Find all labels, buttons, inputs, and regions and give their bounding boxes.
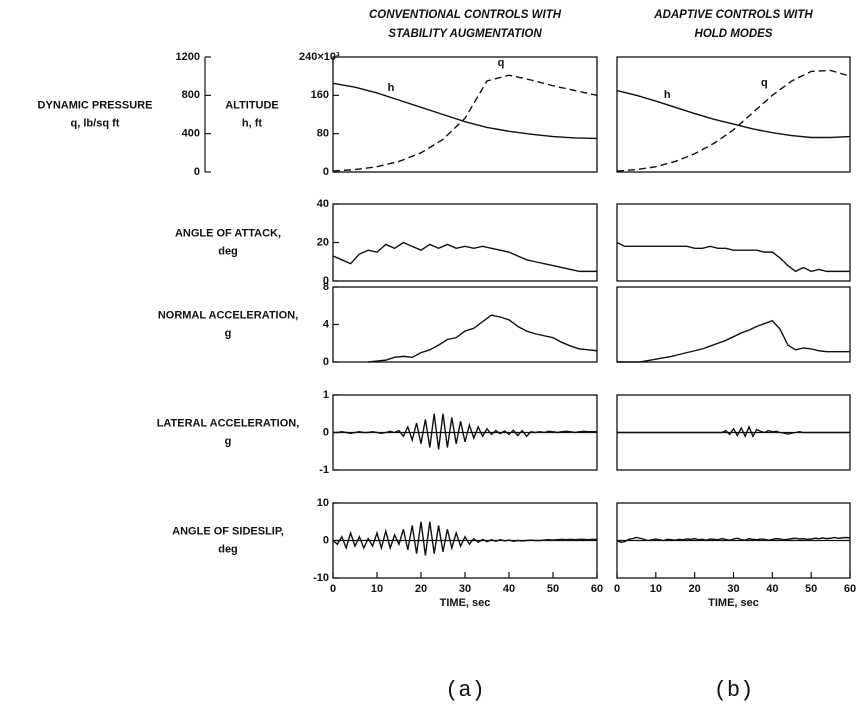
panel-frame — [616, 56, 851, 173]
panel-frame — [616, 203, 851, 282]
column-title: HOLD MODES — [695, 28, 773, 40]
y-axis-label: h, ft — [242, 117, 262, 129]
series-line — [332, 74, 598, 172]
panel-frame — [332, 56, 598, 173]
panel-frame — [332, 286, 598, 363]
y-axis-label: LATERAL ACCELERATION, — [157, 417, 300, 429]
x-axis-label: TIME, sec — [708, 597, 759, 609]
y-tick-label: -10 — [313, 572, 329, 584]
x-tick-label: 60 — [844, 583, 856, 595]
y-tick-label: 4 — [323, 318, 330, 330]
y-tick-label: 0 — [323, 275, 329, 287]
y-axis-label: deg — [218, 543, 238, 555]
y-tick-label: 240×10³ — [299, 51, 340, 63]
y-tick-label: -1 — [319, 464, 329, 476]
x-tick-label: 40 — [503, 583, 515, 595]
y-tick-label: 0 — [323, 426, 329, 438]
series-line — [332, 241, 597, 273]
y-axis-label: ALTITUDE — [225, 99, 279, 111]
series-line — [616, 69, 851, 172]
series-label: q — [761, 77, 768, 89]
x-tick-label: 30 — [459, 583, 471, 595]
y2-tick-label: 0 — [194, 166, 200, 178]
y-tick-label: 80 — [317, 128, 329, 140]
y-tick-label: 20 — [317, 236, 329, 248]
x-tick-label: 10 — [371, 583, 383, 595]
y-axis-label: g — [225, 327, 232, 339]
y-axis-label: g — [225, 435, 232, 447]
x-axis-label: TIME, sec — [440, 597, 491, 609]
series-line — [616, 89, 851, 139]
panel-caption: (a) — [445, 678, 485, 703]
series-line — [617, 425, 850, 438]
x-tick-label: 50 — [547, 583, 559, 595]
column-title: STABILITY AUGMENTATION — [388, 28, 542, 40]
y-tick-label: 10 — [317, 497, 329, 509]
series-line — [616, 536, 851, 544]
y-axis-label: ANGLE OF ATTACK, — [175, 227, 281, 239]
y2-tick-label: 800 — [182, 89, 200, 101]
column-title: CONVENTIONAL CONTROLS WITH — [369, 9, 562, 21]
series-label: q — [498, 57, 505, 69]
y-tick-label: 0 — [323, 534, 329, 546]
x-tick-label: 10 — [650, 583, 662, 595]
x-tick-label: 40 — [766, 583, 778, 595]
x-tick-label: 20 — [689, 583, 701, 595]
y-tick-label: 160 — [311, 89, 329, 101]
y2-axis-label: q, lb/sq ft — [71, 117, 120, 129]
x-tick-label: 50 — [805, 583, 817, 595]
series-line — [616, 241, 850, 273]
panel-frame — [332, 203, 598, 282]
y2-axis-label: DYNAMIC PRESSURE — [38, 99, 153, 111]
x-tick-label: 0 — [330, 583, 336, 595]
series-line — [617, 319, 850, 363]
y-axis-label: ANGLE OF SIDESLIP, — [172, 525, 284, 537]
series-label: h — [388, 82, 395, 94]
series-line — [333, 413, 597, 450]
y-tick-label: 8 — [323, 281, 329, 293]
y-tick-label: 0 — [323, 166, 329, 178]
panel-frame — [616, 286, 851, 363]
x-tick-label: 60 — [591, 583, 603, 595]
series-line — [332, 521, 597, 556]
y2-tick-label: 400 — [182, 128, 200, 140]
y-tick-label: 1 — [323, 389, 329, 401]
x-tick-label: 30 — [727, 583, 739, 595]
x-tick-label: 0 — [614, 583, 620, 595]
series-line — [332, 82, 598, 140]
column-title: ADAPTIVE CONTROLS WITH — [653, 9, 813, 21]
y2-tick-label: 1200 — [176, 51, 200, 63]
y-tick-label: 40 — [317, 198, 329, 210]
series-line — [368, 314, 598, 363]
y-axis-label: deg — [218, 245, 238, 257]
x-tick-label: 20 — [415, 583, 427, 595]
series-label: h — [664, 89, 671, 101]
panel-caption: (b) — [714, 678, 754, 703]
y-tick-label: 0 — [323, 356, 329, 368]
y-axis-label: NORMAL ACCELERATION, — [158, 309, 298, 321]
